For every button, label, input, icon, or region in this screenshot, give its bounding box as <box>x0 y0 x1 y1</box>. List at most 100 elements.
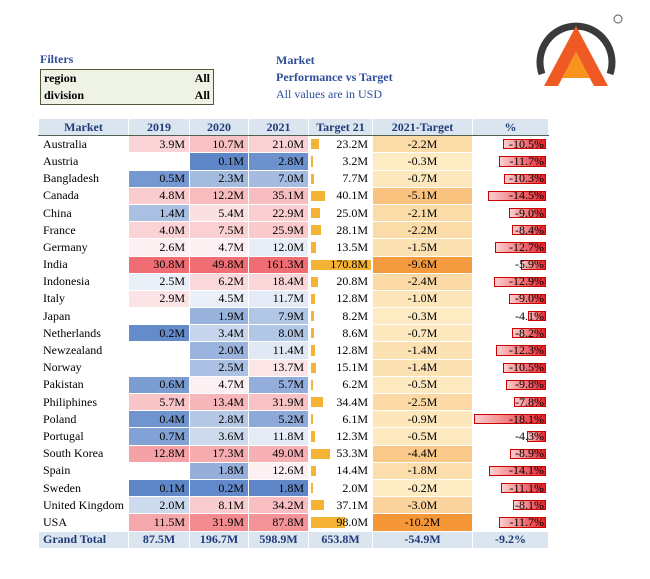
value-cell: 11.4M <box>248 341 309 360</box>
value-cell: -12.9% <box>472 272 549 291</box>
cell-text: 12.8M <box>336 291 368 306</box>
data-bar <box>501 482 546 494</box>
cell-text: -9.0% <box>515 291 544 306</box>
cell-text: 13.4M <box>212 394 244 409</box>
data-row: Australia 3.9M 10.7M 21.0M 23.2M -2.2M -10.5% <box>38 135 549 154</box>
cell-text: -0.3M <box>407 153 438 168</box>
data-bar <box>311 345 316 356</box>
data-row: Japan 1.9M 7.9M 8.2M -0.3M -4.1% <box>38 307 549 326</box>
filter-name[interactable]: region <box>44 71 77 85</box>
filters-title: Filters <box>40 52 74 66</box>
data-row: Indonesia 2.5M 6.2M 18.4M 20.8M -2.4M -12.9% <box>38 272 549 291</box>
value-cell: -0.3M <box>372 152 473 171</box>
cell-text: -4.3% <box>515 428 544 443</box>
column-header: 2019 <box>128 117 190 137</box>
market-name: Netherlands <box>38 324 129 343</box>
value-cell: -7.8% <box>472 392 549 412</box>
cell-text: -0.7M <box>407 171 438 186</box>
data-row: Canada 4.8M 12.2M 35.1M 40.1M -5.1M -14.5% <box>38 186 549 205</box>
value-cell: 2.0M <box>308 478 373 498</box>
cell-text: 2.8M <box>278 153 304 168</box>
data-bar <box>311 482 313 494</box>
filter-value[interactable]: All <box>194 71 210 85</box>
total-row: Grand Total 87.5M 196.7M 598.9M 653.8M -54.9M… <box>38 530 549 549</box>
market-name: United Kingdom <box>38 496 129 515</box>
cell-text: -1.5M <box>407 239 438 254</box>
value-cell: 3.4M <box>189 324 249 343</box>
data-row: Pakistan 0.6M 4.7M 5.7M 6.2M -0.5M -9.8% <box>38 375 549 395</box>
data-bar <box>311 362 317 373</box>
cell-text: -10.5% <box>509 136 544 151</box>
data-bar <box>521 259 546 270</box>
cell-text: 7.9M <box>278 308 304 323</box>
cell-text: 8.6M <box>342 325 368 340</box>
cell-text: 1.9M <box>218 308 244 323</box>
cell-text: 25.9M <box>272 222 304 237</box>
value-cell: 2.6M <box>128 238 190 257</box>
value-cell: -12.7% <box>472 238 549 257</box>
cell-text: 98.0M <box>336 514 368 529</box>
value-cell: 49.8M <box>189 255 249 274</box>
cell-text: -0.5M <box>407 428 438 443</box>
data-bar <box>527 431 546 442</box>
value-cell: 2.3M <box>189 169 249 188</box>
data-bar <box>474 414 546 425</box>
cell-text: 34.4M <box>336 394 368 409</box>
cell-text: 0.6M <box>159 377 185 392</box>
cell-text: 0.1M <box>159 480 185 495</box>
value-cell: -8.9% <box>472 444 549 463</box>
data-bar <box>311 259 371 270</box>
cell-text: 7.5M <box>218 222 244 237</box>
value-cell: 6.2M <box>308 375 373 395</box>
cell-text: 31.9M <box>272 394 304 409</box>
data-bar <box>311 276 319 287</box>
value-cell: 5.4M <box>189 203 249 223</box>
cell-text: -12.3% <box>509 343 544 358</box>
filters: Filters region All division All <box>40 52 214 105</box>
data-bar <box>494 276 546 287</box>
value-cell: 25.9M <box>248 221 309 240</box>
cell-text: 2.8M <box>218 411 244 426</box>
cell-text: 4.7M <box>218 239 244 254</box>
market-name: USA <box>38 513 129 532</box>
data-bar <box>487 190 546 201</box>
value-cell: 8.2M <box>308 307 373 326</box>
cell-text: -2.2M <box>407 222 438 237</box>
cell-text: -3.0M <box>407 497 438 512</box>
cell-text: -9.0% <box>515 205 544 220</box>
data-bar <box>512 500 546 511</box>
data-row: South Korea 12.8M 17.3M 49.0M 53.3M -4.4M -8.9… <box>38 444 549 463</box>
filter-value[interactable]: All <box>194 88 210 102</box>
market-table: Market 2019 2020 2021 Target 21 2021-Target% A… <box>38 117 549 549</box>
market-name: India <box>38 255 129 274</box>
value-cell: -5.9% <box>472 255 549 274</box>
data-bar <box>311 225 321 236</box>
value-cell: 2.9M <box>128 289 190 309</box>
value-cell: 12.2M <box>189 186 249 205</box>
cell-text: 2.0M <box>218 343 244 358</box>
value-cell: -1.4M <box>372 358 473 377</box>
total-value: 196.7M <box>189 530 249 549</box>
market-name: Indonesia <box>38 272 129 291</box>
cell-text: -5.1M <box>407 188 438 203</box>
cell-text: 35.1M <box>272 188 304 203</box>
cell-text: -10.3% <box>509 171 544 186</box>
cell-text: -0.2M <box>407 480 438 495</box>
value-cell: -1.5M <box>372 238 473 257</box>
total-label: Grand Total <box>38 530 129 549</box>
data-row: France 4.0M 7.5M 25.9M 28.1M -2.2M -8.4% <box>38 221 549 240</box>
data-bar <box>498 156 546 167</box>
value-cell: -0.5M <box>372 427 473 446</box>
value-cell: 161.3M <box>248 255 309 274</box>
value-cell: 170.8M <box>308 255 373 274</box>
data-bar <box>311 173 314 184</box>
cell-text: -9.8% <box>515 377 544 392</box>
cell-text: 25.0M <box>336 205 368 220</box>
cell-text: -9.6M <box>407 257 438 272</box>
value-cell: 28.1M <box>308 221 373 240</box>
value-cell: -2.1M <box>372 203 473 223</box>
value-cell: 13.7M <box>248 358 309 377</box>
filter-name[interactable]: division <box>44 88 85 102</box>
cell-text: 5.2M <box>278 411 304 426</box>
value-cell: -0.2M <box>372 478 473 498</box>
